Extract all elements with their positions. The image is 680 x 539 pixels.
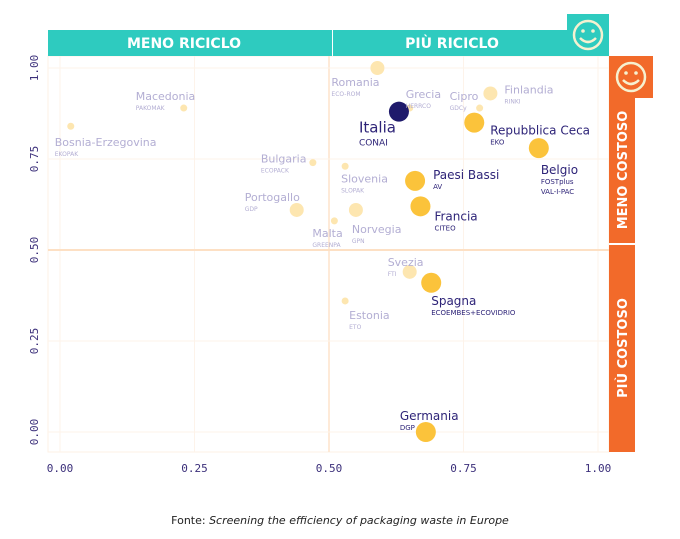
point-label: Grecia xyxy=(406,88,441,101)
y-tick-label: 1.00 xyxy=(28,55,41,82)
y-axis-ticks: 0.00 0.25 0.50 0.75 1.00 xyxy=(28,55,41,446)
point-malta xyxy=(330,217,338,225)
source-caption: Fonte: Screening the efficiency of packa… xyxy=(0,514,680,527)
x-tick-label: 1.00 xyxy=(585,462,612,475)
y-tick-label: 0.75 xyxy=(28,146,41,173)
point-spagna xyxy=(421,272,442,293)
point-org-label: HERRCO xyxy=(406,103,432,110)
point-org-label: ETO xyxy=(349,324,361,331)
point-org-label: PAKOMAK xyxy=(136,105,166,112)
point-label: Belgio xyxy=(541,163,578,177)
label-meno-costoso: MENO COSTOSO xyxy=(616,111,631,230)
y-tick-label: 0.50 xyxy=(28,237,41,264)
point-italia xyxy=(388,101,409,122)
label-meno-riciclo: MENO RICICLO xyxy=(127,36,241,52)
point-org-label: FTI xyxy=(388,271,397,278)
point-romania xyxy=(370,61,385,75)
point-label: Macedonia xyxy=(136,90,196,103)
point-org-label: GPN xyxy=(352,238,365,245)
band-piu-costoso xyxy=(609,245,635,452)
point-label: Slovenia xyxy=(341,172,388,185)
point-label: Repubblica Ceca xyxy=(490,124,590,138)
point-label: Estonia xyxy=(349,309,390,322)
point-macedonia xyxy=(180,104,188,112)
point-org-label: FOSTplus xyxy=(541,178,574,186)
point-org-label: GREENPA xyxy=(312,242,341,249)
point-bosnia-erzegovina xyxy=(67,122,75,130)
y-tick-label: 0.00 xyxy=(28,419,41,446)
data-points xyxy=(67,61,549,442)
point-org-label: ECOPACK xyxy=(261,168,290,175)
point-org-label: VAL-I-PAC xyxy=(541,188,574,196)
scatter-chart: MENO RICICLO PIÙ RICICLO MENO COSTOSO PI… xyxy=(28,14,653,475)
point-org-label: AV xyxy=(433,183,442,191)
point-org-label: DGP xyxy=(400,424,415,432)
point-org-label: CONAI xyxy=(359,139,388,149)
point-cipro xyxy=(476,104,484,112)
point-slovenia xyxy=(341,162,349,170)
x-tick-label: 0.75 xyxy=(450,462,477,475)
y-tick-label: 0.25 xyxy=(28,328,41,355)
point-repubblica-ceca xyxy=(464,112,485,133)
point-label: Norvegia xyxy=(352,223,402,236)
x-tick-label: 0.00 xyxy=(47,462,74,475)
point-label: Romania xyxy=(331,76,379,89)
x-tick-label: 0.50 xyxy=(316,462,343,475)
point-label: Svezia xyxy=(388,256,424,269)
point-belgio xyxy=(528,138,549,159)
smiley-icon-orange xyxy=(615,61,647,93)
point-label: Francia xyxy=(434,209,477,223)
point-portogallo xyxy=(289,202,304,217)
point-norvegia xyxy=(348,202,363,217)
point-org-label: GDP xyxy=(245,206,258,213)
point-finlandia xyxy=(483,86,498,101)
label-piu-costoso: PIÙ COSTOSO xyxy=(615,298,631,398)
point-paesi-bassi xyxy=(405,170,426,191)
smiley-icon-teal xyxy=(572,19,604,51)
point-estonia xyxy=(341,297,349,305)
point-org-label: ECO-ROM xyxy=(331,91,360,98)
point-label: Cipro xyxy=(450,90,479,103)
point-label: Bulgaria xyxy=(261,153,307,166)
band-meno-riciclo xyxy=(48,30,332,56)
point-org-label: RINKI xyxy=(504,98,520,105)
x-tick-label: 0.25 xyxy=(181,462,208,475)
point-label: Malta xyxy=(312,227,342,240)
point-label: Spagna xyxy=(431,294,476,308)
point-germania xyxy=(415,422,436,442)
point-label: Bosnia-Erzegovina xyxy=(55,136,157,149)
source-prefix: Fonte: xyxy=(171,514,210,527)
point-org-label: GDCy xyxy=(450,105,467,112)
point-label: Germania xyxy=(400,409,459,423)
point-org-label: EKOPAK xyxy=(55,151,79,158)
grid xyxy=(47,55,610,453)
band-piu-riciclo xyxy=(333,30,570,56)
point-org-label: CITEO xyxy=(434,224,456,232)
point-org-label: ECOEMBES+ECOVIDRIO xyxy=(431,309,516,317)
x-axis-ticks: 0.00 0.25 0.50 0.75 1.00 xyxy=(47,462,612,475)
point-label: Finlandia xyxy=(504,83,553,96)
label-piu-riciclo: PIÙ RICICLO xyxy=(405,34,499,52)
source-text: Screening the efficiency of packaging wa… xyxy=(209,514,509,527)
point-org-label: EKO xyxy=(490,139,505,147)
point-bulgaria xyxy=(309,159,317,167)
point-org-label: SLOPAK xyxy=(341,187,365,194)
point-label: Italia xyxy=(359,119,396,137)
point-francia xyxy=(410,196,431,217)
point-label: Paesi Bassi xyxy=(433,168,499,182)
data-labels: Macedonia PAKOMAK Bosnia-Erzegovina EKOPAK R… xyxy=(55,76,590,432)
point-label: Portogallo xyxy=(245,191,300,204)
point-svezia xyxy=(402,264,417,279)
